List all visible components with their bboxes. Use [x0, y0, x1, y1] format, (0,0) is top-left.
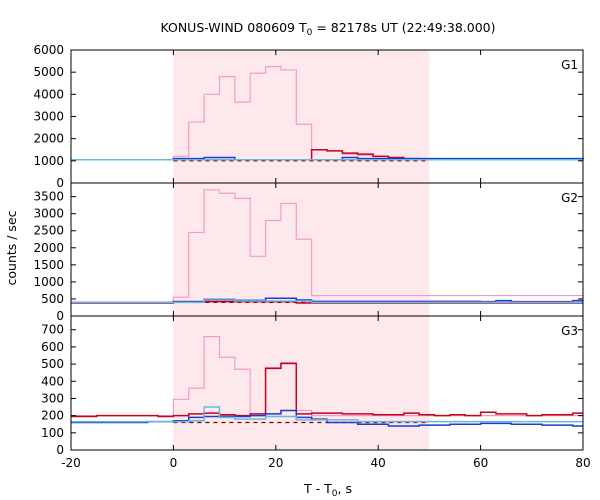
- panel-label: G1: [561, 58, 578, 72]
- x-axis-label-rest: , s: [338, 481, 352, 496]
- y-tick-label: 1500: [33, 258, 64, 272]
- x-tick-label: 60: [473, 456, 488, 470]
- x-tick-label: 80: [575, 456, 590, 470]
- y-tick-label: 5000: [33, 65, 64, 79]
- series-blue: [71, 409, 583, 427]
- shaded-interval: [173, 183, 430, 316]
- y-tick-label: 3000: [33, 110, 64, 124]
- series-cyan: [71, 406, 583, 423]
- series-pink: [71, 189, 584, 303]
- x-axis-label-main: T - T: [303, 481, 332, 496]
- y-tick-label: 100: [41, 426, 64, 440]
- y-tick-label: 200: [41, 409, 64, 423]
- x-tick-label: 40: [371, 456, 386, 470]
- chart-title-sub: 0: [307, 28, 313, 38]
- x-tick-label: 0: [170, 456, 178, 470]
- shaded-interval: [173, 316, 430, 450]
- y-tick-label: 4000: [33, 87, 64, 101]
- y-tick-label: 0: [56, 443, 64, 457]
- panel-label: G2: [561, 191, 578, 205]
- y-tick-label: 1000: [33, 275, 64, 289]
- y-tick-label: 0: [56, 309, 64, 323]
- y-tick-label: 3000: [33, 207, 64, 221]
- panels: 0100020003000400050006000G10500100015002…: [33, 43, 590, 470]
- x-axis-label: T - T0, s: [303, 481, 352, 499]
- y-tick-label: 2000: [33, 132, 64, 146]
- y-tick-label: 600: [41, 340, 64, 354]
- y-tick-label: 0: [56, 176, 64, 190]
- shaded-interval: [173, 50, 430, 183]
- x-tick-label: 20: [268, 456, 283, 470]
- x-tick-label: -20: [61, 456, 81, 470]
- y-axis-label: counts / sec: [4, 210, 19, 285]
- series-cyan: [71, 298, 583, 304]
- panel-frame: [70, 315, 584, 451]
- y-tick-label: 2500: [33, 224, 64, 238]
- y-tick-label: 1000: [33, 154, 64, 168]
- panel-g1: 0 1000 2000 3000 4000 5000 6000 G1: [33, 43, 584, 190]
- y-tick-label: 400: [41, 374, 64, 388]
- panel-label: G3: [561, 324, 578, 338]
- y-tick-label: 500: [41, 292, 64, 306]
- panel-g2: 0 500 1000 1500 2000 2500 3000 3500 G2: [33, 182, 584, 323]
- x-axis-label-sub: 0: [332, 489, 338, 499]
- series-red: [71, 362, 583, 418]
- y-tick-label: 300: [41, 391, 64, 405]
- chart-title-main: KONUS-WIND 080609 T: [160, 20, 306, 35]
- y-tick-label: 2000: [33, 241, 64, 255]
- y-tick-label: 700: [41, 323, 64, 337]
- y-tick-label: 500: [41, 357, 64, 371]
- y-tick-label: 6000: [33, 43, 64, 57]
- chart-title-rest: = 82178s UT (22:49:38.000): [312, 20, 495, 35]
- chart-title: KONUS-WIND 080609 T0 = 82178s UT (22:49:…: [160, 20, 495, 38]
- y-tick-label: 3500: [33, 190, 64, 204]
